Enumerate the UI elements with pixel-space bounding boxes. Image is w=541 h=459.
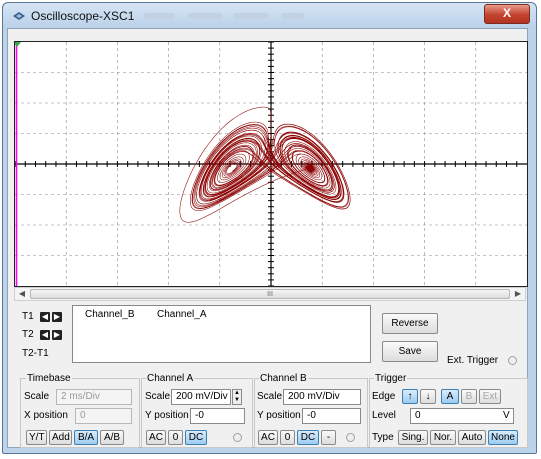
channel-a-ypos-label: Y position	[145, 410, 189, 421]
save-button[interactable]: Save	[382, 341, 438, 362]
blurred-menu-item	[143, 13, 175, 19]
scroll-left-icon[interactable]: ◀	[18, 289, 26, 298]
channel-b-zero-button[interactable]: 0	[280, 430, 295, 445]
trigger-level-label: Level	[372, 410, 396, 421]
blurred-menu-item	[233, 13, 269, 19]
trigger-normal-button[interactable]: Nor.	[430, 430, 456, 445]
window-title: Oscilloscope-XSC1	[31, 9, 135, 23]
center-axes	[15, 42, 527, 286]
cursor-diff-label: T2-T1	[22, 348, 49, 359]
channel-a-zero-button[interactable]: 0	[168, 430, 183, 445]
timebase-scale-field[interactable]: 2 ms/Div	[56, 389, 132, 405]
readout-col-channel-b: Channel_B	[85, 309, 135, 320]
channel-a-dc-button[interactable]: DC	[185, 430, 207, 445]
channel-b-dc-button[interactable]: DC	[297, 430, 319, 445]
blurred-menu-item	[281, 13, 305, 19]
mode-yt-button[interactable]: Y/T	[26, 430, 47, 445]
channel-a-scale-spinner[interactable]: ▲ ▼	[232, 389, 242, 405]
channel-b-scale-label: Scale	[257, 391, 283, 402]
t1-right-icon[interactable]: ▶	[52, 312, 62, 322]
trigger-source-ext-button[interactable]: Ext	[479, 389, 501, 404]
falling-edge-icon[interactable]: ↓	[420, 389, 436, 404]
channel-a-ac-button[interactable]: AC	[146, 430, 166, 445]
scroll-grip-icon: III	[267, 291, 273, 298]
blurred-menu-item	[188, 13, 222, 19]
channel-b-ypos-label: Y position	[257, 410, 301, 421]
channel-a-scale-label: Scale	[145, 391, 171, 402]
channel-b-invert-button[interactable]: -	[321, 430, 336, 445]
timebase-group	[20, 378, 140, 448]
t2-left-icon[interactable]: ◀	[40, 330, 50, 340]
channel-b-scale-field[interactable]: 200 mV/Div	[283, 389, 361, 405]
x-position-label: X position	[24, 410, 68, 421]
mode-ba-button[interactable]: B/A	[74, 430, 98, 445]
channel-a-title: Channel A	[146, 373, 195, 384]
cursor-t2-label: T2	[22, 329, 34, 340]
trigger-group	[369, 378, 528, 448]
readout-col-channel-a: Channel_A	[157, 309, 207, 320]
timebase-scale-label: Scale	[24, 391, 50, 402]
cursor-t1-marker	[15, 42, 21, 47]
scroll-right-icon[interactable]: ▶	[514, 289, 522, 298]
title-bar[interactable]: Oscilloscope-XSC1 X	[3, 3, 536, 29]
channel-b-group	[254, 378, 368, 448]
trigger-none-button[interactable]: None	[488, 430, 518, 445]
scope-display	[15, 42, 527, 286]
channel-a-group	[141, 378, 253, 448]
trigger-source-a-button[interactable]: A	[441, 389, 459, 404]
channel-b-radio[interactable]	[346, 433, 355, 442]
trigger-level-field[interactable]: 0	[410, 408, 514, 424]
timebase-title: Timebase	[26, 373, 72, 384]
lissajous-trace	[179, 106, 351, 223]
ext-trigger-label: Ext. Trigger	[447, 355, 499, 366]
t2-right-icon[interactable]: ▶	[52, 330, 62, 340]
cursor-t1-label: T1	[22, 311, 34, 322]
trigger-edge-label: Edge	[372, 391, 396, 402]
trigger-auto-button[interactable]: Auto	[458, 430, 486, 445]
trigger-level-unit: V	[503, 410, 510, 421]
scrollbar-thumb[interactable]: III	[30, 289, 510, 299]
reverse-button[interactable]: Reverse	[382, 313, 438, 334]
ext-trigger-radio[interactable]	[508, 356, 517, 365]
mode-ab-button[interactable]: A/B	[100, 430, 124, 445]
horizontal-scrollbar[interactable]: ◀ III ▶	[14, 287, 526, 301]
trigger-type-label: Type	[372, 432, 394, 443]
x-position-field[interactable]: 0	[75, 408, 132, 424]
app-icon	[13, 12, 25, 20]
channel-a-ypos-field[interactable]: -0	[190, 408, 245, 424]
t1-left-icon[interactable]: ◀	[40, 312, 50, 322]
channel-b-ypos-field[interactable]: -0	[302, 408, 361, 424]
trigger-source-b-button[interactable]: B	[461, 389, 477, 404]
trigger-single-button[interactable]: Sing.	[398, 430, 428, 445]
channel-b-title: Channel B	[259, 373, 308, 384]
mode-add-button[interactable]: Add	[49, 430, 72, 445]
channel-b-ac-button[interactable]: AC	[258, 430, 278, 445]
trigger-title: Trigger	[374, 373, 408, 384]
scope-screen	[14, 41, 528, 287]
close-button[interactable]: X	[484, 4, 530, 24]
channel-a-radio[interactable]	[233, 433, 242, 442]
channel-a-scale-field[interactable]: 200 mV/Div	[171, 389, 231, 405]
cursor-readout-table: Channel_B Channel_A	[72, 305, 371, 363]
rising-edge-icon[interactable]: ↑	[402, 389, 418, 404]
